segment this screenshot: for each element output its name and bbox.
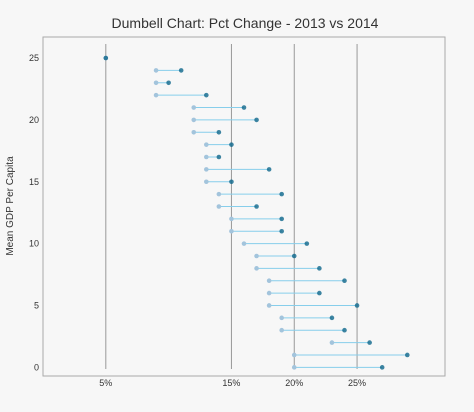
end-point-10 — [304, 241, 310, 246]
points — [103, 55, 410, 370]
start-point-5 — [266, 303, 272, 308]
start-point-14 — [216, 191, 222, 197]
start-point-16 — [204, 167, 209, 172]
start-point-6 — [266, 290, 272, 296]
y-tick-label-1: 5 — [34, 300, 39, 310]
end-point-2 — [367, 340, 372, 345]
chart-title: Dumbell Chart: Pct Change - 2013 vs 2014 — [112, 15, 379, 31]
start-point-15 — [204, 179, 209, 185]
x-tick-label-3: 25% — [348, 378, 366, 388]
end-point-16 — [266, 167, 272, 172]
start-point-19 — [191, 129, 197, 135]
start-point-22 — [153, 92, 159, 98]
y-axis-label: Mean GDP Per Capita — [5, 156, 16, 256]
start-point-4 — [279, 315, 284, 321]
y-tick-label-3: 15 — [29, 177, 39, 187]
end-point-24 — [178, 68, 184, 73]
end-point-3 — [342, 327, 347, 333]
end-point-15 — [229, 179, 234, 185]
end-point-11 — [279, 228, 284, 234]
end-point-6 — [317, 290, 322, 296]
start-point-21 — [191, 105, 197, 110]
x-tick-label-1: 15% — [222, 378, 240, 388]
end-point-14 — [279, 191, 284, 197]
start-point-13 — [216, 204, 222, 209]
end-point-19 — [216, 129, 222, 135]
start-point-23 — [153, 80, 159, 86]
plot-area — [42, 36, 446, 377]
connectors — [156, 69, 408, 368]
end-point-22 — [204, 92, 209, 98]
end-point-12 — [279, 216, 284, 222]
start-point-17 — [204, 154, 209, 160]
reference-lines — [105, 44, 358, 369]
start-point-10 — [241, 241, 247, 246]
y-tick-label-2: 10 — [29, 239, 39, 249]
end-point-18 — [229, 142, 234, 147]
end-point-13 — [254, 204, 259, 209]
y-tick-label-0: 0 — [34, 362, 39, 372]
start-point-24 — [153, 68, 159, 73]
end-point-25 — [103, 55, 109, 61]
start-point-7 — [266, 278, 272, 284]
end-point-9 — [291, 253, 297, 259]
x-tick-label-2: 20% — [285, 378, 303, 388]
end-point-23 — [166, 80, 171, 86]
start-point-18 — [204, 142, 209, 147]
end-point-17 — [216, 154, 222, 160]
x-axis-ticks: 5% 15% 20% 25% — [99, 378, 366, 388]
end-point-1 — [405, 352, 410, 358]
start-point-20 — [191, 117, 197, 123]
end-point-4 — [329, 315, 335, 321]
start-point-1 — [291, 352, 297, 358]
start-point-12 — [229, 216, 234, 222]
start-point-8 — [254, 266, 259, 271]
start-point-11 — [229, 228, 234, 234]
start-point-3 — [279, 327, 284, 333]
start-point-9 — [254, 253, 259, 259]
end-point-21 — [241, 105, 247, 110]
x-tick-label-0: 5% — [99, 378, 112, 388]
y-tick-label-4: 20 — [29, 115, 39, 125]
end-point-5 — [354, 303, 360, 308]
end-point-0 — [379, 365, 385, 370]
y-tick-label-5: 25 — [29, 53, 39, 63]
end-point-20 — [254, 117, 259, 123]
y-axis-ticks: 0 5 10 15 20 25 — [29, 53, 39, 372]
start-point-0 — [291, 365, 297, 370]
start-point-2 — [329, 340, 335, 345]
end-point-8 — [317, 266, 322, 271]
end-point-7 — [342, 278, 347, 284]
